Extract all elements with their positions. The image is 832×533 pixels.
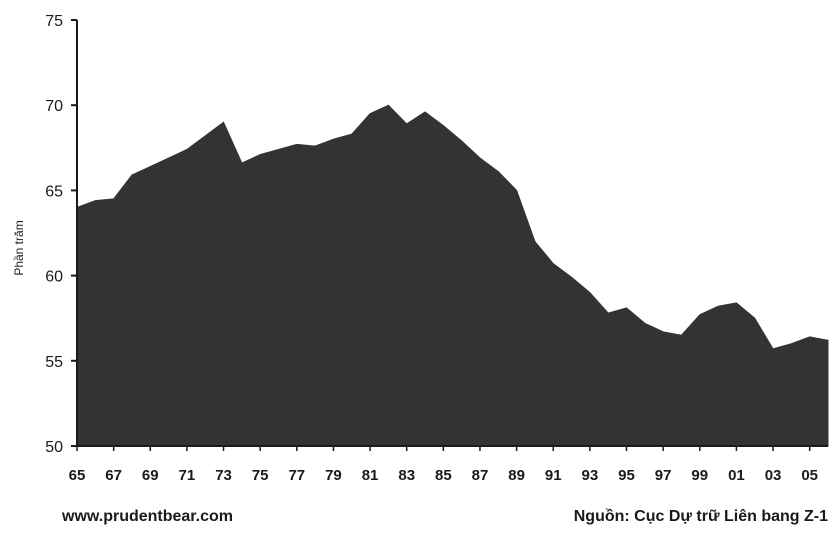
x-tick-layer: 65 67 69 71 73 75 77 79 81 83 85 87 89 91 93 95 97 99 01 03… xyxy=(69,446,818,484)
x-tick-label: 77 xyxy=(288,467,305,484)
x-tick-label: 65 xyxy=(69,467,86,484)
x-tick-label: 75 xyxy=(252,467,269,484)
x-tick-label: 73 xyxy=(215,467,232,484)
y-tick-label: 60 xyxy=(45,269,63,286)
y-tick-label: 65 xyxy=(45,183,63,200)
x-tick-label: 89 xyxy=(508,467,525,484)
x-tick-label: 01 xyxy=(728,467,745,484)
x-tick-label: 03 xyxy=(765,467,782,484)
x-tick-label: 81 xyxy=(362,467,379,484)
x-tick-label: 69 xyxy=(142,467,159,484)
y-tick-label: 50 xyxy=(45,439,63,456)
y-tick-label: 75 xyxy=(45,13,63,30)
area-series xyxy=(76,104,829,447)
x-tick-label: 83 xyxy=(398,467,415,484)
x-tick-label: 71 xyxy=(179,467,196,484)
x-tick-label: 85 xyxy=(435,467,452,484)
x-tick-label: 99 xyxy=(691,467,708,484)
y-tick-label: 70 xyxy=(45,98,63,115)
y-tick-label: 55 xyxy=(45,354,63,371)
y-tick-layer: 50 55 60 65 70 75 xyxy=(45,13,77,456)
x-tick-label: 79 xyxy=(325,467,342,484)
x-tick-label: 05 xyxy=(801,467,818,484)
y-axis-label: Phần trăm xyxy=(12,220,26,275)
area-layer xyxy=(76,104,829,447)
x-tick-label: 97 xyxy=(655,467,672,484)
x-tick-label: 87 xyxy=(472,467,489,484)
x-tick-label: 91 xyxy=(545,467,562,484)
x-tick-label: 93 xyxy=(582,467,599,484)
axes-layer xyxy=(76,20,828,447)
source-website: www.prudentbear.com xyxy=(62,508,233,525)
x-tick-label: 67 xyxy=(105,467,122,484)
source-credit: Nguồn: Cục Dự trữ Liên bang Z-1 xyxy=(573,508,828,525)
x-tick-label: 95 xyxy=(618,467,635,484)
